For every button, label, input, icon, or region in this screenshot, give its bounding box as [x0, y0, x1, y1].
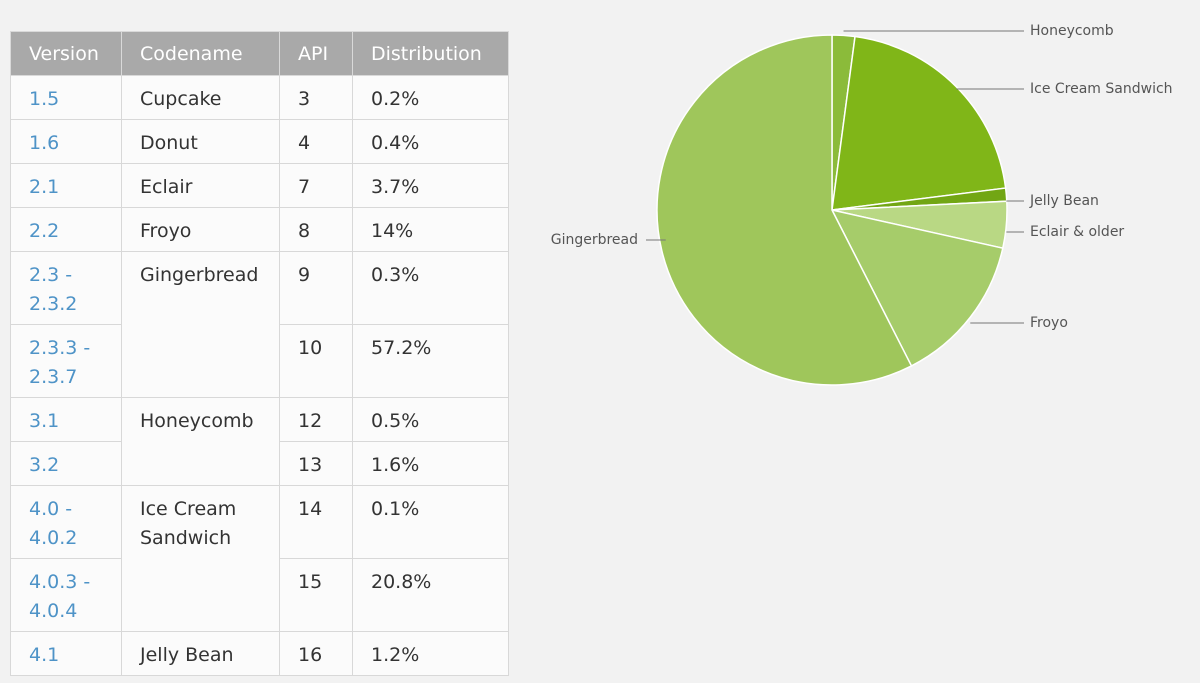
pie-label: Ice Cream Sandwich	[1030, 81, 1173, 97]
api-cell: 15	[279, 558, 353, 632]
pie-label: Honeycomb	[1030, 23, 1114, 39]
pie-slice-froyo	[830, 208, 1004, 367]
table-row: 1.6 Donut 4 0.4%	[10, 119, 509, 164]
version-link[interactable]: 2.2	[10, 207, 122, 252]
distribution-pie-chart: Honeycomb Ice Cream Sandwich Jelly Bean Ecl…	[551, 23, 1173, 386]
distribution-cell: 0.5%	[352, 397, 509, 442]
header-version: Version	[10, 31, 122, 76]
distribution-cell: 3.7%	[352, 163, 509, 208]
distribution-cell: 1.2%	[352, 631, 509, 676]
pie-labels: Honeycomb Ice Cream Sandwich Jelly Bean Ecl…	[551, 23, 1173, 331]
pie-label: Jelly Bean	[1029, 193, 1099, 209]
codename-cell: Cupcake	[121, 75, 280, 120]
table-row: 2.1 Eclair 7 3.7%	[10, 163, 509, 208]
table-header-row: Version Codename API Distribution	[10, 31, 509, 76]
pie-slices	[656, 34, 1008, 386]
header-codename: Codename	[121, 31, 280, 76]
codename-cell: Jelly Bean	[121, 631, 280, 676]
distribution-cell: 57.2%	[352, 324, 509, 398]
api-cell: 8	[279, 207, 353, 252]
version-link[interactable]: 1.6	[10, 119, 122, 164]
api-cell: 9	[279, 251, 353, 325]
table-row: 3.1 Honeycomb 12 0.5%	[10, 397, 509, 486]
pie-label: Gingerbread	[551, 232, 638, 248]
version-link[interactable]: 4.0 - 4.0.2	[10, 485, 122, 559]
api-cell: 3	[279, 75, 353, 120]
version-link[interactable]: 2.3.3 - 2.3.7	[10, 324, 122, 398]
table-row: 1.5 Cupcake 3 0.2%	[10, 75, 509, 120]
distribution-cell: 0.4%	[352, 119, 509, 164]
api-cell: 7	[279, 163, 353, 208]
api-cell: 13	[279, 441, 353, 486]
version-link[interactable]: 3.1	[10, 397, 122, 442]
version-link[interactable]: 1.5	[10, 75, 122, 120]
distribution-cell: 0.3%	[352, 251, 509, 325]
api-cell: 4	[279, 119, 353, 164]
pie-slice-gingerbread	[656, 34, 913, 386]
version-link[interactable]: 2.1	[10, 163, 122, 208]
version-link[interactable]: 3.2	[10, 441, 122, 486]
distribution-cell: 1.6%	[352, 441, 509, 486]
distribution-cell: 0.2%	[352, 75, 509, 120]
table-row: 4.0.3 - 4.0.4 15 20.8%	[10, 558, 509, 632]
header-api: API	[279, 31, 353, 76]
codename-cell: Donut	[121, 119, 280, 164]
api-cell: 12	[279, 397, 353, 442]
codename-cell: Ice Cream Sandwich	[121, 485, 280, 632]
distribution-cell: 0.1%	[352, 485, 509, 559]
pie-slice-ice-cream-sandwich	[831, 35, 1007, 211]
distribution-cell: 14%	[352, 207, 509, 252]
version-link[interactable]: 4.0.3 - 4.0.4	[10, 558, 122, 632]
table-row: 2.2 Froyo 8 14%	[10, 207, 509, 252]
distribution-table: Version Codename API Distribution 1.5 Cu…	[10, 31, 509, 676]
table-row: 2.3 - 2.3.2 Gingerbread 9 0.3%	[10, 251, 509, 398]
pie-label: Eclair & older	[1030, 224, 1124, 240]
table-row: 4.1 Jelly Bean 16 1.2%	[10, 631, 509, 676]
table-row: 4.0 - 4.0.2 Ice Cream Sandwich 14 0.1%	[10, 485, 509, 632]
pie-label: Froyo	[1030, 315, 1068, 331]
api-cell: 16	[279, 631, 353, 676]
distribution-cell: 20.8%	[352, 558, 509, 632]
header-distribution: Distribution	[352, 31, 509, 76]
version-link[interactable]: 4.1	[10, 631, 122, 676]
table-row: 2.3.3 - 2.3.7 10 57.2%	[10, 324, 509, 398]
codename-cell: Gingerbread	[121, 251, 280, 398]
api-cell: 10	[279, 324, 353, 398]
codename-cell: Froyo	[121, 207, 280, 252]
codename-cell: Honeycomb	[121, 397, 280, 486]
version-link[interactable]: 2.3 - 2.3.2	[10, 251, 122, 325]
codename-cell: Eclair	[121, 163, 280, 208]
api-cell: 14	[279, 485, 353, 559]
